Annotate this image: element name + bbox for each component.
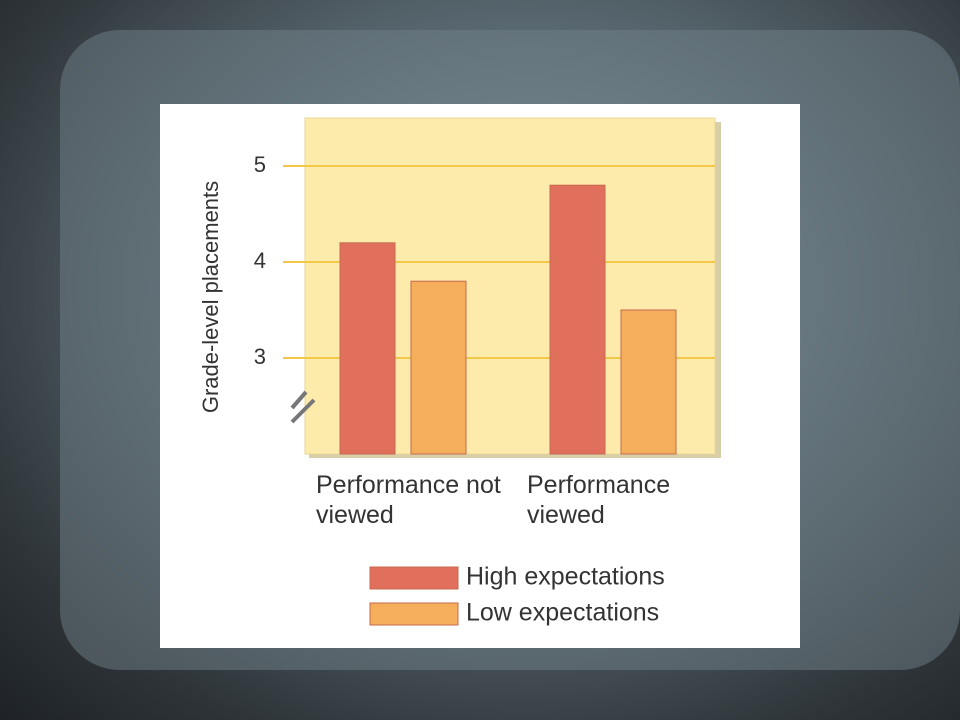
y-axis-label: Grade-level placements [198,181,223,413]
bar [620,309,677,455]
bar [549,184,606,455]
y-tick-label: 4 [254,248,266,273]
legend-label: High expectations [466,563,665,591]
bar [410,280,467,455]
y-tick-label: 5 [254,152,266,177]
x-tick-label: Performance not viewed [316,471,501,529]
legend-label: Low expectations [466,599,659,627]
legend-swatch [369,602,459,626]
bar [339,242,396,455]
y-tick-label: 3 [254,344,266,369]
axis-break [290,390,316,424]
legend-swatch [369,566,459,590]
x-tick-label: Performance viewed [527,471,671,529]
